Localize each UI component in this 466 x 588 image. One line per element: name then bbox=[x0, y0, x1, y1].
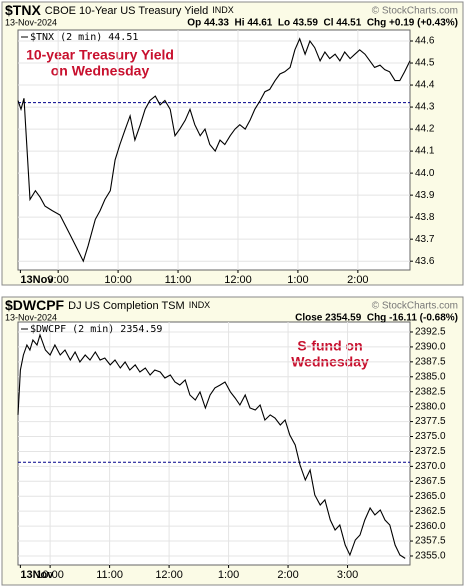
y-tick-label: 2387.5 bbox=[415, 356, 446, 367]
x-tick-label: 10:00 bbox=[36, 569, 64, 581]
price-line bbox=[17, 333, 406, 559]
y-tick-label: 43.8 bbox=[415, 212, 435, 223]
quote: Close 2354.59 Chg -16.11 (-0.68%) bbox=[295, 313, 458, 324]
y-tick-label: 2357.5 bbox=[415, 536, 446, 547]
y-tick-label: 44.6 bbox=[415, 36, 435, 47]
y-tick-label: 44.3 bbox=[415, 102, 435, 113]
x-tick-label: 9:00 bbox=[47, 274, 68, 286]
chart-header: $DWCPF DJ US Completion TSM INDX bbox=[5, 297, 210, 313]
x-tick-label: 13Nov bbox=[20, 569, 54, 581]
y-tick-label: 43.9 bbox=[415, 190, 435, 201]
chart-header: $TNX CBOE 10-Year US Treasury Yield INDX bbox=[5, 2, 234, 18]
plot-area bbox=[17, 321, 411, 566]
watermark: © StockCharts.com bbox=[372, 301, 458, 312]
y-tick-label: 44.4 bbox=[415, 80, 435, 91]
x-tick-label: 12:00 bbox=[155, 569, 183, 581]
y-tick-label: 2372.5 bbox=[415, 446, 446, 457]
annotation: on Wednesday bbox=[51, 63, 150, 79]
x-tick-label: 13Nov bbox=[20, 274, 54, 286]
y-tick-label: 2362.5 bbox=[415, 506, 446, 517]
legend-entry: $DWCPF (2 min) 2354.59 bbox=[30, 324, 162, 335]
x-tick-label: 1:00 bbox=[218, 569, 239, 581]
x-tick-label: 10:00 bbox=[104, 274, 132, 286]
y-tick-label: 2355.0 bbox=[415, 551, 446, 562]
quote: Op 44.33 Hi 44.61 Lo 43.59 Cl 44.51 Chg … bbox=[187, 18, 458, 29]
annotation: S-fund on bbox=[297, 338, 362, 354]
y-tick-label: 2382.5 bbox=[415, 386, 446, 397]
x-tick-label: 3:00 bbox=[337, 569, 358, 581]
x-tick-label: 2:00 bbox=[347, 274, 368, 286]
x-tick-label: 12:00 bbox=[224, 274, 252, 286]
watermark: © StockCharts.com bbox=[372, 6, 458, 17]
y-tick-label: 2377.5 bbox=[415, 416, 446, 427]
x-tick-label: 11:00 bbox=[165, 274, 192, 286]
y-tick-label: 44.5 bbox=[415, 58, 435, 69]
description: DJ US Completion TSM bbox=[68, 300, 185, 312]
exchange: INDX bbox=[189, 300, 211, 310]
description: CBOE 10-Year US Treasury Yield bbox=[45, 5, 208, 17]
y-tick-label: 44.2 bbox=[415, 124, 435, 135]
x-tick-label: 11:00 bbox=[96, 569, 123, 581]
x-tick-label: 2:00 bbox=[277, 569, 298, 581]
symbol: $TNX bbox=[5, 2, 41, 18]
y-tick-label: 2360.0 bbox=[415, 521, 446, 532]
y-tick-label: 2375.0 bbox=[415, 431, 446, 442]
y-tick-label: 2365.0 bbox=[415, 491, 446, 502]
y-tick-label: 44.1 bbox=[415, 146, 435, 157]
legend-entry: $TNX (2 min) 44.51 bbox=[30, 32, 138, 43]
date: 13-Nov-2024 bbox=[5, 312, 57, 322]
y-tick-label: 2385.0 bbox=[415, 371, 446, 382]
y-tick-label: 43.7 bbox=[415, 234, 435, 245]
y-tick-label: 43.6 bbox=[415, 256, 435, 267]
exchange: INDX bbox=[212, 5, 234, 15]
y-tick-label: 44.0 bbox=[415, 168, 435, 179]
x-tick-label: 1:00 bbox=[287, 274, 308, 286]
symbol: $DWCPF bbox=[5, 297, 65, 313]
price-line bbox=[17, 37, 411, 263]
date: 13-Nov-2024 bbox=[5, 17, 57, 27]
y-tick-label: 2370.0 bbox=[415, 461, 446, 472]
y-tick-label: 2367.5 bbox=[415, 476, 446, 487]
y-tick-label: 2390.0 bbox=[415, 342, 446, 353]
y-tick-label: 2380.0 bbox=[415, 401, 446, 412]
y-tick-label: 2392.5 bbox=[415, 327, 446, 338]
annotation: 10-year Treasury Yield bbox=[26, 47, 174, 63]
